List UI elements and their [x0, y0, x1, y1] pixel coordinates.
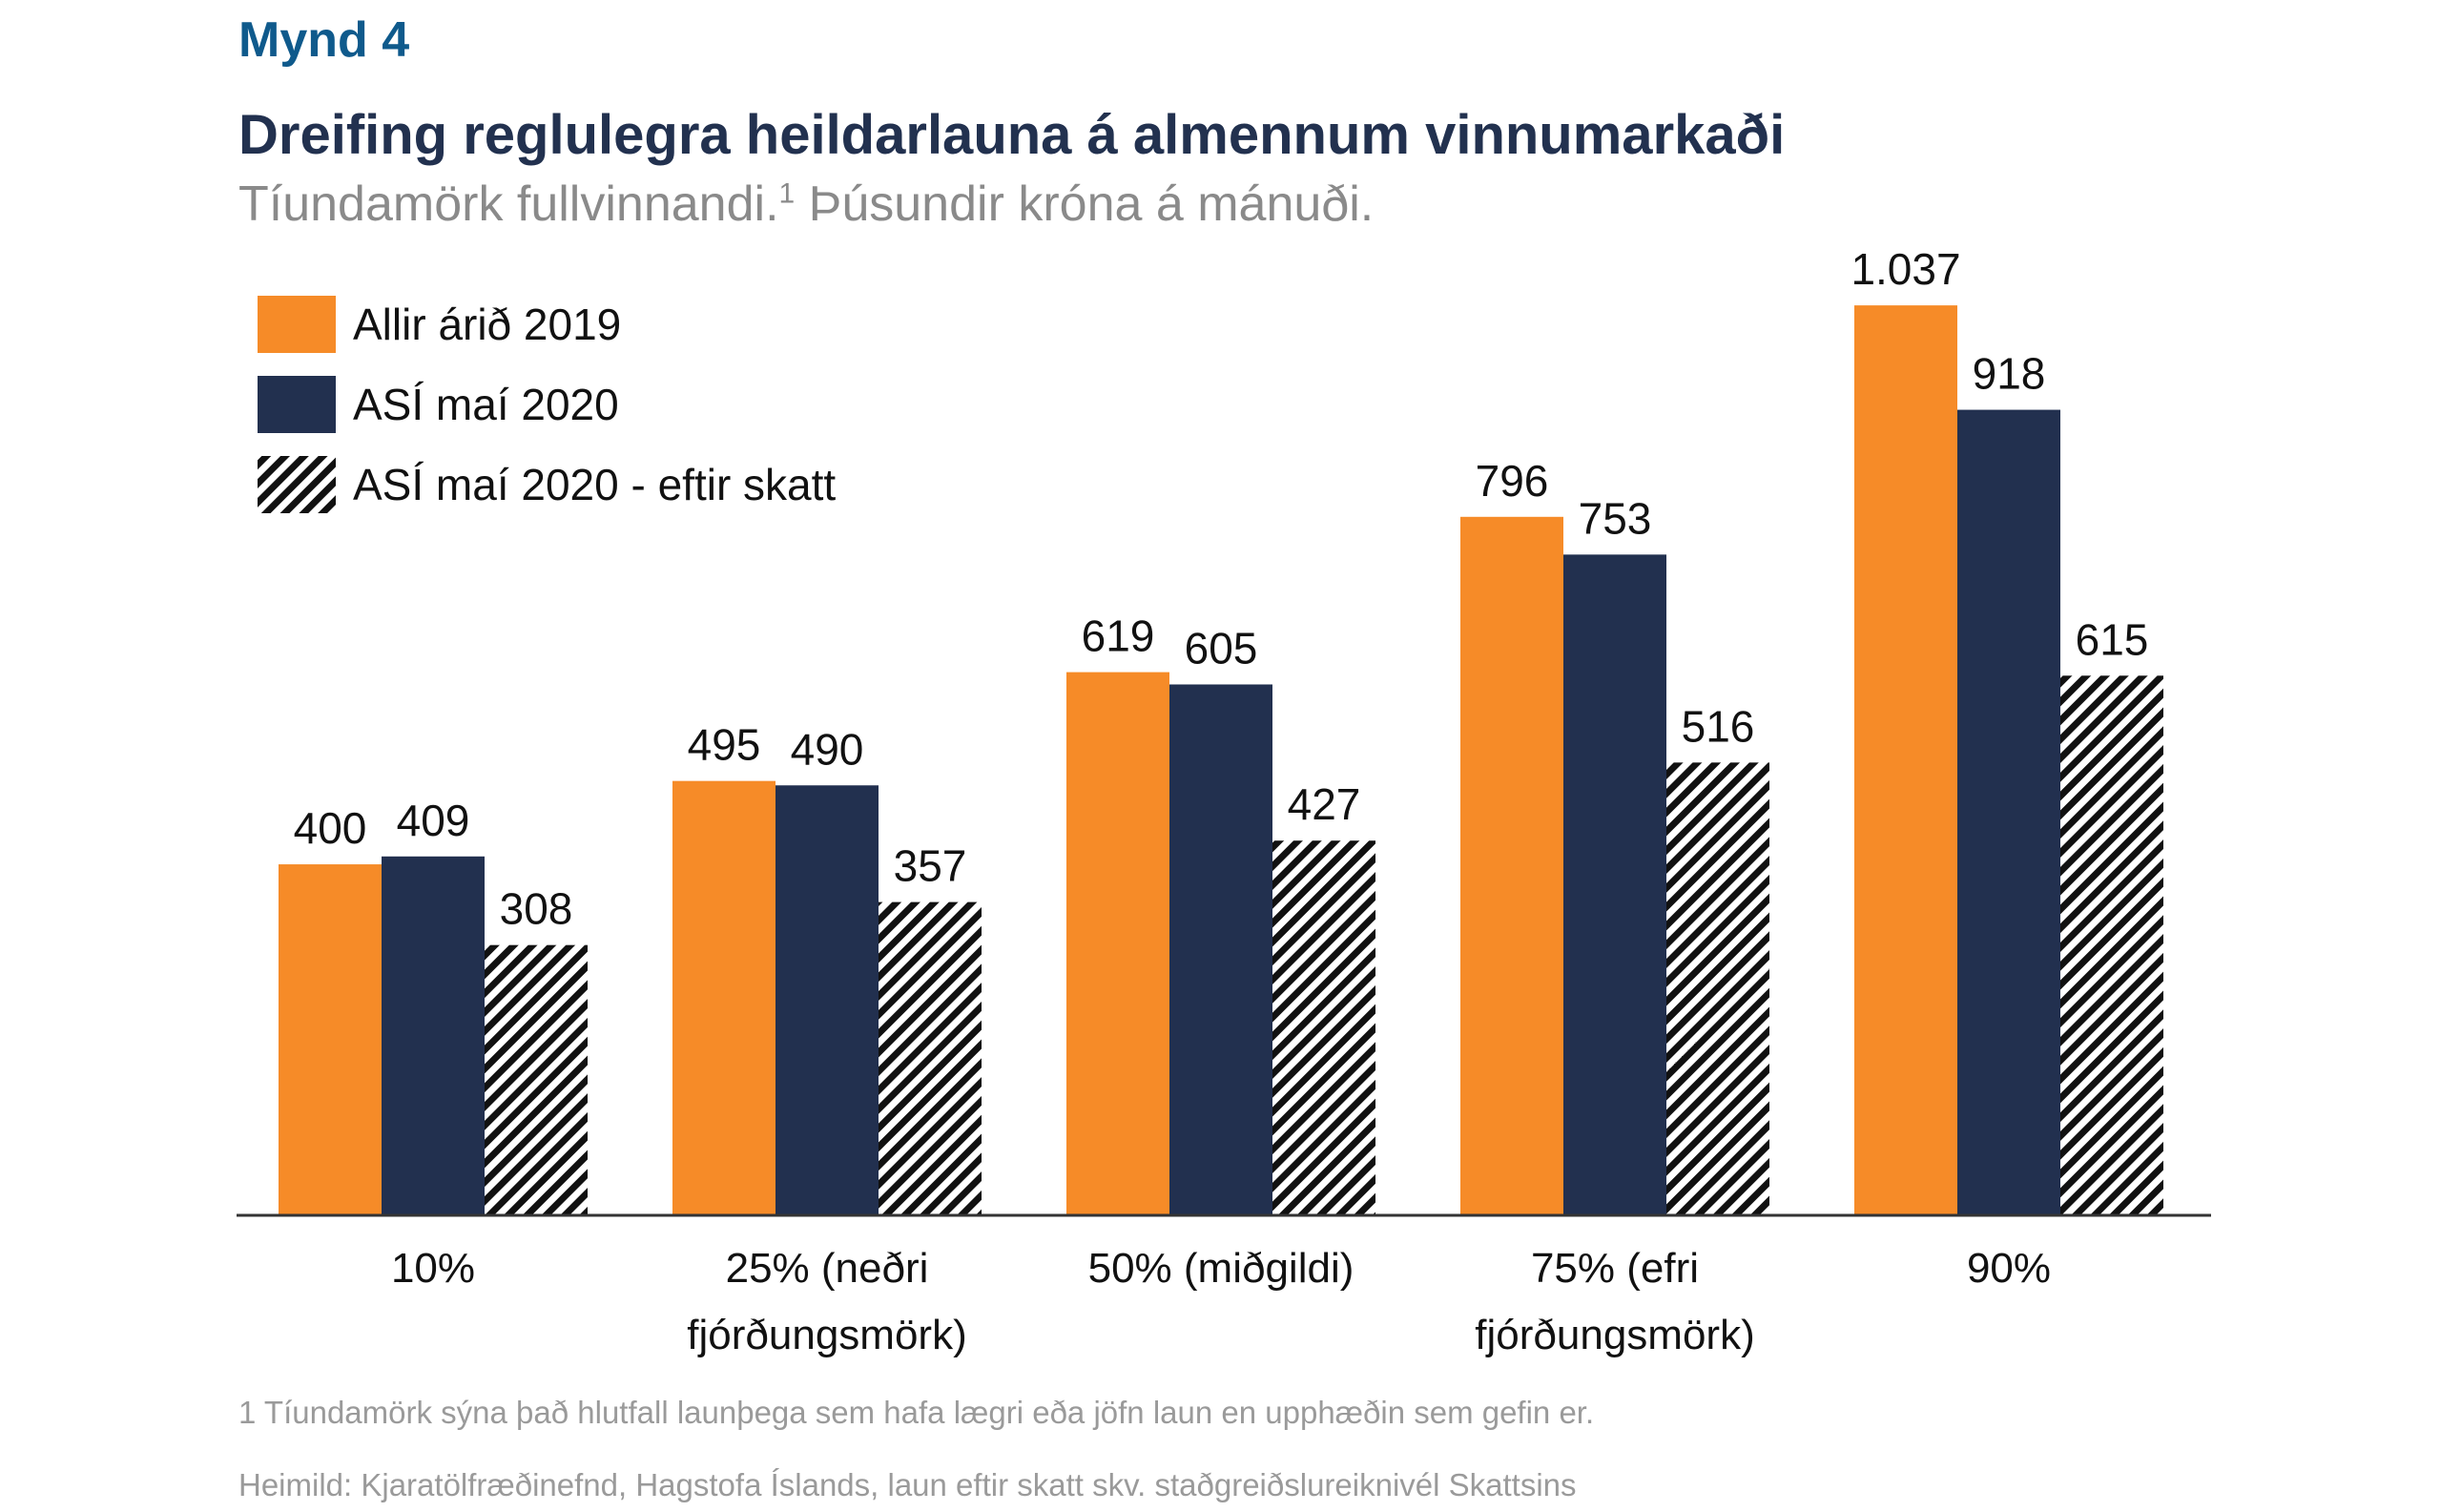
legend-label-3: ASÍ maí 2020 - eftir skatt: [353, 460, 836, 509]
subtitle-units: Þúsundir króna á mánuði.: [795, 176, 1375, 232]
value-label: 796: [1476, 456, 1549, 506]
category-label: fjórðungsmörk): [687, 1312, 966, 1358]
bar-1-3: [1066, 672, 1169, 1215]
category-label: fjórðungsmörk): [1475, 1312, 1754, 1358]
bar-3-5: [2060, 675, 2163, 1215]
bar-2-5: [1957, 409, 2060, 1216]
legend-label-1: Allir árið 2019: [353, 300, 621, 349]
legend-label-2: ASÍ maí 2020: [353, 380, 619, 429]
legend-swatch-1: [258, 296, 336, 353]
value-label: 619: [1082, 611, 1155, 661]
category-label: 50% (miðgildi): [1088, 1245, 1354, 1292]
source-note: Heimild: Kjaratölfræðinefnd, Hagstofa Ís…: [238, 1467, 1577, 1502]
bars: [279, 305, 2163, 1216]
value-label: 615: [2076, 614, 2149, 664]
legend-swatch-2: [258, 376, 336, 433]
bar-2-4: [1563, 554, 1666, 1215]
bar-1-2: [672, 780, 775, 1215]
chart-title: Dreifing reglulegra heildarlauna á almen…: [238, 104, 1786, 166]
legend-swatch-3: [258, 456, 336, 513]
bar-3-1: [485, 944, 588, 1215]
category-labels: 10% 25% (neðri fjórðungsmörk) 50% (miðgildi…: [391, 1245, 2051, 1358]
value-label: 490: [791, 724, 864, 774]
value-label: 409: [397, 796, 470, 845]
figure-label: Mynd 4: [238, 12, 410, 68]
category-label: 90%: [1967, 1245, 2051, 1292]
legend: Allir árið 2019 ASÍ maí 2020 ASÍ maí 2020 …: [258, 296, 836, 513]
value-label: 753: [1579, 493, 1652, 543]
chart-subtitle: Tíundamörk fullvinnandi.1 Þúsundir króna…: [238, 176, 1374, 233]
bar-2-2: [775, 785, 879, 1215]
value-label: 357: [894, 841, 967, 891]
bar-3-2: [879, 901, 982, 1215]
value-label: 516: [1682, 701, 1755, 751]
category-label: 10%: [391, 1245, 475, 1292]
bar-1-1: [279, 864, 382, 1215]
bar-3-4: [1666, 762, 1769, 1215]
subtitle-text: Tíundamörk fullvinnandi.: [238, 176, 779, 232]
value-label: 605: [1185, 623, 1258, 673]
category-label: 25% (neðri: [726, 1245, 929, 1292]
value-label: 1.037: [1851, 244, 1960, 294]
footnote-1: 1 Tíundamörk sýna það hlutfall launþega …: [238, 1395, 1595, 1430]
subtitle-footnote-mark: 1: [778, 177, 796, 210]
bar-chart: Allir árið 2019 ASÍ maí 2020 ASÍ maí 2020 …: [237, 244, 2211, 1358]
value-label: 495: [688, 720, 761, 770]
bar-2-3: [1169, 684, 1272, 1215]
value-label: 427: [1288, 779, 1361, 829]
value-labels: 400 409 308 495 490 357 619 605 427 796 753 516 1.03…: [294, 244, 2149, 934]
bar-2-1: [382, 856, 485, 1215]
value-label: 918: [1973, 349, 2046, 399]
value-label: 400: [294, 803, 367, 853]
category-label: 75% (efri: [1531, 1245, 1699, 1292]
bar-3-3: [1272, 840, 1375, 1215]
bar-1-4: [1460, 516, 1563, 1215]
bar-1-5: [1854, 305, 1957, 1215]
value-label: 308: [500, 884, 573, 934]
